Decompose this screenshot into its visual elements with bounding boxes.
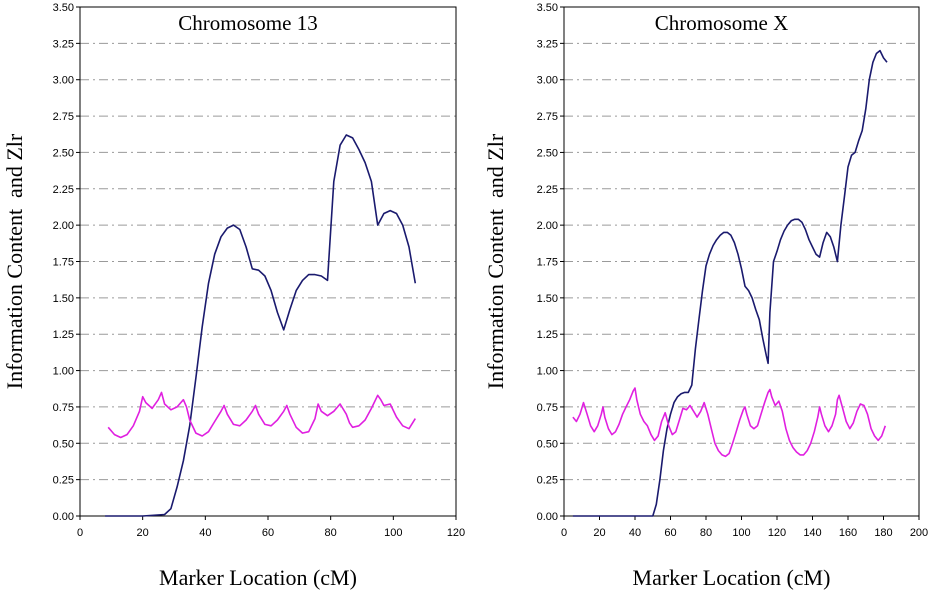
x-tick-label: 180 — [874, 527, 892, 539]
y-tick-label: 1.25 — [53, 329, 74, 341]
y-tick-label: 0.75 — [537, 402, 558, 414]
y-tick-label: 0.00 — [53, 511, 74, 523]
y-tick-label: 2.25 — [537, 184, 558, 196]
y-axis-label: Information Content and Zlr — [2, 133, 27, 389]
y-tick-label: 1.25 — [537, 329, 558, 341]
x-tick-label: 200 — [910, 527, 928, 539]
x-tick-label: 60 — [664, 527, 676, 539]
y-tick-label: 0.75 — [53, 402, 74, 414]
series-line-information-content — [107, 391, 416, 439]
x-tick-label: 20 — [593, 527, 605, 539]
y-tick-label: 3.50 — [537, 2, 558, 14]
series-line-information-content — [572, 387, 887, 458]
x-axis-label: Marker Location (cM) — [633, 565, 831, 590]
x-tick-label: 60 — [262, 527, 274, 539]
x-tick-label: 120 — [768, 527, 786, 539]
series-line-zlr — [105, 134, 417, 517]
y-tick-label: 1.00 — [53, 366, 74, 378]
chart-title: Chromosome 13 — [178, 11, 317, 35]
y-tick-label: 1.75 — [537, 257, 558, 269]
series-line-zlr — [572, 49, 888, 517]
x-tick-label: 80 — [700, 527, 712, 539]
x-tick-label: 140 — [803, 527, 821, 539]
y-tick-label: 2.25 — [53, 184, 74, 196]
y-tick-label: 1.50 — [53, 293, 74, 305]
y-tick-label: 3.00 — [53, 75, 74, 87]
x-tick-label: 40 — [199, 527, 211, 539]
y-axis-label: Information Content and Zlr — [483, 133, 508, 389]
chart-title: Chromosome X — [655, 11, 789, 35]
x-tick-label: 120 — [447, 527, 465, 539]
x-tick-label: 0 — [561, 527, 567, 539]
x-axis-label: Marker Location (cM) — [159, 565, 357, 590]
plot-frame — [563, 6, 920, 517]
x-tick-label: 100 — [384, 527, 402, 539]
x-tick-label: 40 — [629, 527, 641, 539]
y-tick-label: 1.00 — [537, 366, 558, 378]
x-tick-label: 0 — [77, 527, 83, 539]
chart-panel-chromosome-x: 0.00 0.25 0.50 0.75 1.00 1.25 1.50 1.75 2.00 2.25… — [483, 2, 928, 590]
y-tick-label: 3.25 — [537, 38, 558, 50]
x-tick-label: 100 — [732, 527, 750, 539]
y-tick-label: 2.75 — [53, 111, 74, 123]
y-tick-label: 3.50 — [53, 2, 74, 14]
y-tick-label: 1.75 — [53, 257, 74, 269]
y-tick-label: 2.50 — [53, 147, 74, 159]
chart-panel-chromosome-13: 0.00 0.25 0.50 0.75 1.00 1.25 1.50 1.75 2.00 2.25… — [2, 2, 465, 590]
x-tick-label: 80 — [325, 527, 337, 539]
y-tick-label: 2.50 — [537, 147, 558, 159]
x-tick-label: 160 — [839, 527, 857, 539]
x-tick-label: 20 — [137, 527, 149, 539]
y-tick-label: 0.50 — [537, 438, 558, 450]
y-tick-label: 0.25 — [537, 475, 558, 487]
y-tick-label: 3.00 — [537, 75, 558, 87]
y-tick-label: 2.00 — [53, 220, 74, 232]
y-tick-label: 3.25 — [53, 38, 74, 50]
y-tick-label: 1.50 — [537, 293, 558, 305]
y-tick-label: 0.00 — [537, 511, 558, 523]
y-tick-label: 2.00 — [537, 220, 558, 232]
y-tick-label: 0.25 — [53, 475, 74, 487]
y-tick-label: 2.75 — [537, 111, 558, 123]
y-tick-label: 0.50 — [53, 438, 74, 450]
plot-frame — [79, 6, 457, 517]
